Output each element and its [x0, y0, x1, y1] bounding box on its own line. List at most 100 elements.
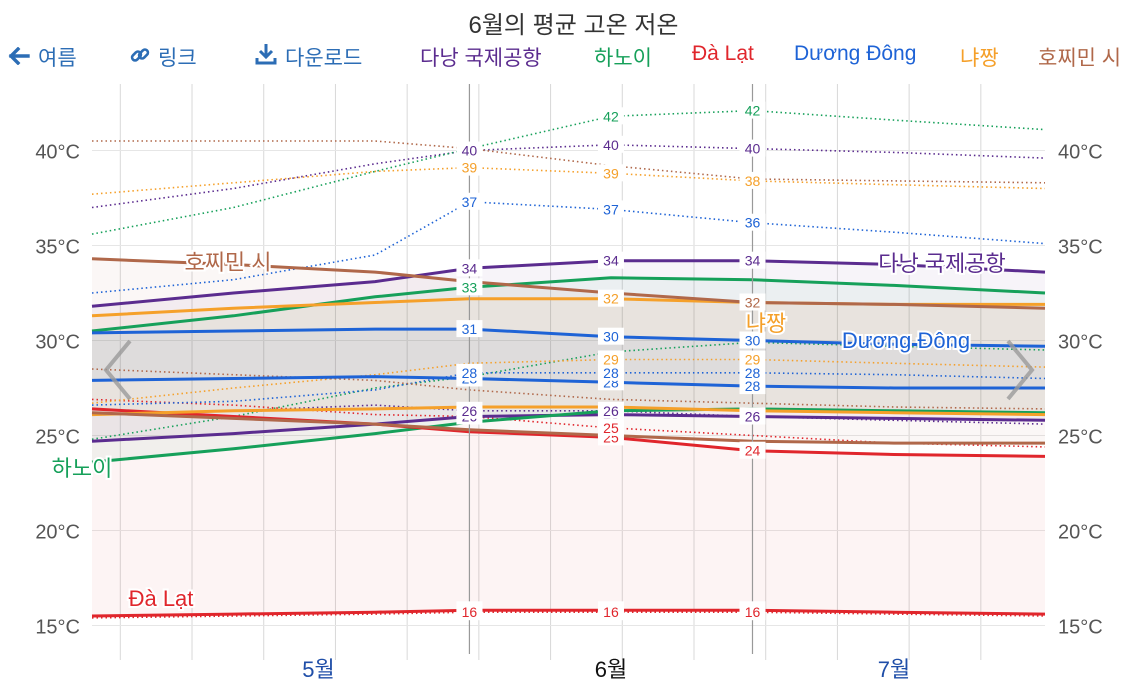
point-label-bg [456, 603, 483, 621]
arrow-left-icon [8, 46, 30, 71]
point-label-bg [597, 363, 624, 381]
point-label: 29 [745, 352, 761, 368]
link-button[interactable]: 링크 [130, 42, 197, 72]
record-low-line-danang [91, 404, 1046, 425]
point-label-bg [739, 139, 766, 157]
series-label-dalat: Đà Lạt [129, 586, 194, 611]
legend-item-nhatrang[interactable]: 냐짱 [960, 47, 999, 70]
point-label: 40 [745, 141, 761, 157]
band-hanoi [92, 277, 1045, 463]
legend-item-danang[interactable]: 다낭 국제공항 [420, 47, 542, 70]
point-label: 30 [603, 329, 619, 345]
avg-high-line-duongdong [91, 327, 1046, 348]
point-label: 24 [745, 443, 761, 459]
month-label: 5월 [302, 657, 334, 682]
series-label-halo: 냐짱 [746, 311, 786, 336]
back-label: 여름 [38, 47, 77, 70]
series-label-hanoi: 하노이 [52, 456, 113, 481]
avg-low-line-nhatrang [91, 405, 1046, 417]
legend-item-dalat[interactable]: Đà Lạt [692, 42, 754, 65]
point-label-bg [739, 251, 766, 269]
back-button[interactable]: 여름 [8, 42, 77, 72]
point-label-bg [597, 200, 624, 218]
y-tick-label-right: 20°C [1058, 522, 1103, 544]
point-label: 34 [745, 253, 761, 269]
y-tick-label-right: 30°C [1058, 332, 1103, 354]
y-tick-label-right: 40°C [1058, 142, 1103, 164]
download-button[interactable]: 다운로드 [255, 42, 362, 72]
avg-high-line-hcmc [91, 257, 1046, 310]
point-label: 39 [603, 165, 619, 181]
point-label-bg [597, 107, 624, 125]
avg-high-line-dalat [91, 407, 1046, 458]
link-label: 링크 [158, 47, 197, 70]
point-label: 40 [603, 137, 619, 153]
point-label-bg [739, 101, 766, 119]
point-label-bg [456, 158, 483, 176]
chevron-right-icon [1006, 339, 1035, 401]
point-label: 30 [745, 333, 761, 349]
point-label: 25 [603, 420, 619, 436]
point-label-bg [739, 213, 766, 231]
point-label-bg [597, 327, 624, 345]
point-label-bg [456, 141, 483, 159]
avg-high-line-danang [91, 259, 1046, 308]
chevron-left-icon [103, 339, 132, 401]
point-label-bg [739, 293, 766, 311]
point-label: 42 [745, 103, 761, 119]
series-label-nhatrang: 냐짱 [746, 311, 786, 336]
point-label-bg [597, 289, 624, 307]
point-label-bg [739, 331, 766, 349]
point-label: 34 [603, 253, 619, 269]
download-label: 다운로드 [285, 47, 363, 70]
legend-item-hcmc[interactable]: 호찌민 시 [1038, 47, 1122, 70]
point-label-bg [739, 441, 766, 459]
series-label-halo: 호찌민 시 [184, 250, 271, 275]
y-tick-label-right: 25°C [1058, 427, 1103, 449]
point-label-bg [739, 377, 766, 395]
y-tick-label-left: 20°C [35, 522, 80, 544]
y-tick-label-left: 15°C [35, 617, 80, 639]
series-label-danang: 다낭 국제공항 [878, 251, 1006, 276]
point-label-bg [456, 192, 483, 210]
point-label: 26 [745, 409, 761, 425]
point-label-bg [739, 171, 766, 189]
series-label-halo: Dương Đông [842, 328, 970, 353]
point-label-bg [456, 320, 483, 338]
point-label: 28 [745, 365, 761, 381]
point-label: 39 [462, 160, 478, 176]
point-label-bg [739, 603, 766, 621]
point-label: 28 [603, 365, 619, 381]
point-label-bg [597, 164, 624, 182]
point-label: 34 [462, 260, 478, 276]
legend-item-duongdong[interactable]: Dương Đông [794, 42, 917, 65]
record-high-line-hcmc [92, 140, 1046, 184]
y-tick-label-left: 40°C [35, 142, 80, 164]
point-label: 32 [603, 291, 619, 307]
point-label: 26 [462, 403, 478, 419]
point-label-bg [456, 278, 483, 296]
y-tick-label-right: 35°C [1058, 237, 1103, 259]
y-tick-label-left: 35°C [35, 237, 80, 259]
point-label: 37 [603, 201, 619, 217]
avg-low-line-hanoi [91, 407, 1046, 464]
point-label: 16 [462, 604, 478, 620]
legend-item-hanoi[interactable]: 하노이 [594, 47, 652, 70]
point-label-bg [597, 251, 624, 269]
next-month-button[interactable] [1000, 335, 1040, 405]
point-label: 28 [745, 378, 761, 394]
prev-month-button[interactable] [98, 335, 138, 405]
series-label-halo: 하노이 [52, 456, 113, 481]
point-label: 33 [462, 279, 478, 295]
series-label-halo: 다낭 국제공항 [878, 251, 1006, 276]
avg-low-line-hcmc [91, 411, 1045, 445]
series-label-halo: Đà Lạt [129, 586, 194, 611]
point-label: 16 [745, 604, 761, 620]
point-label: 38 [745, 173, 761, 189]
month-label: 7월 [878, 657, 910, 682]
y-tick-label-left: 30°C [35, 332, 80, 354]
y-tick-label-right: 15°C [1058, 617, 1103, 639]
link-icon [130, 45, 150, 71]
point-label: 16 [603, 604, 619, 620]
